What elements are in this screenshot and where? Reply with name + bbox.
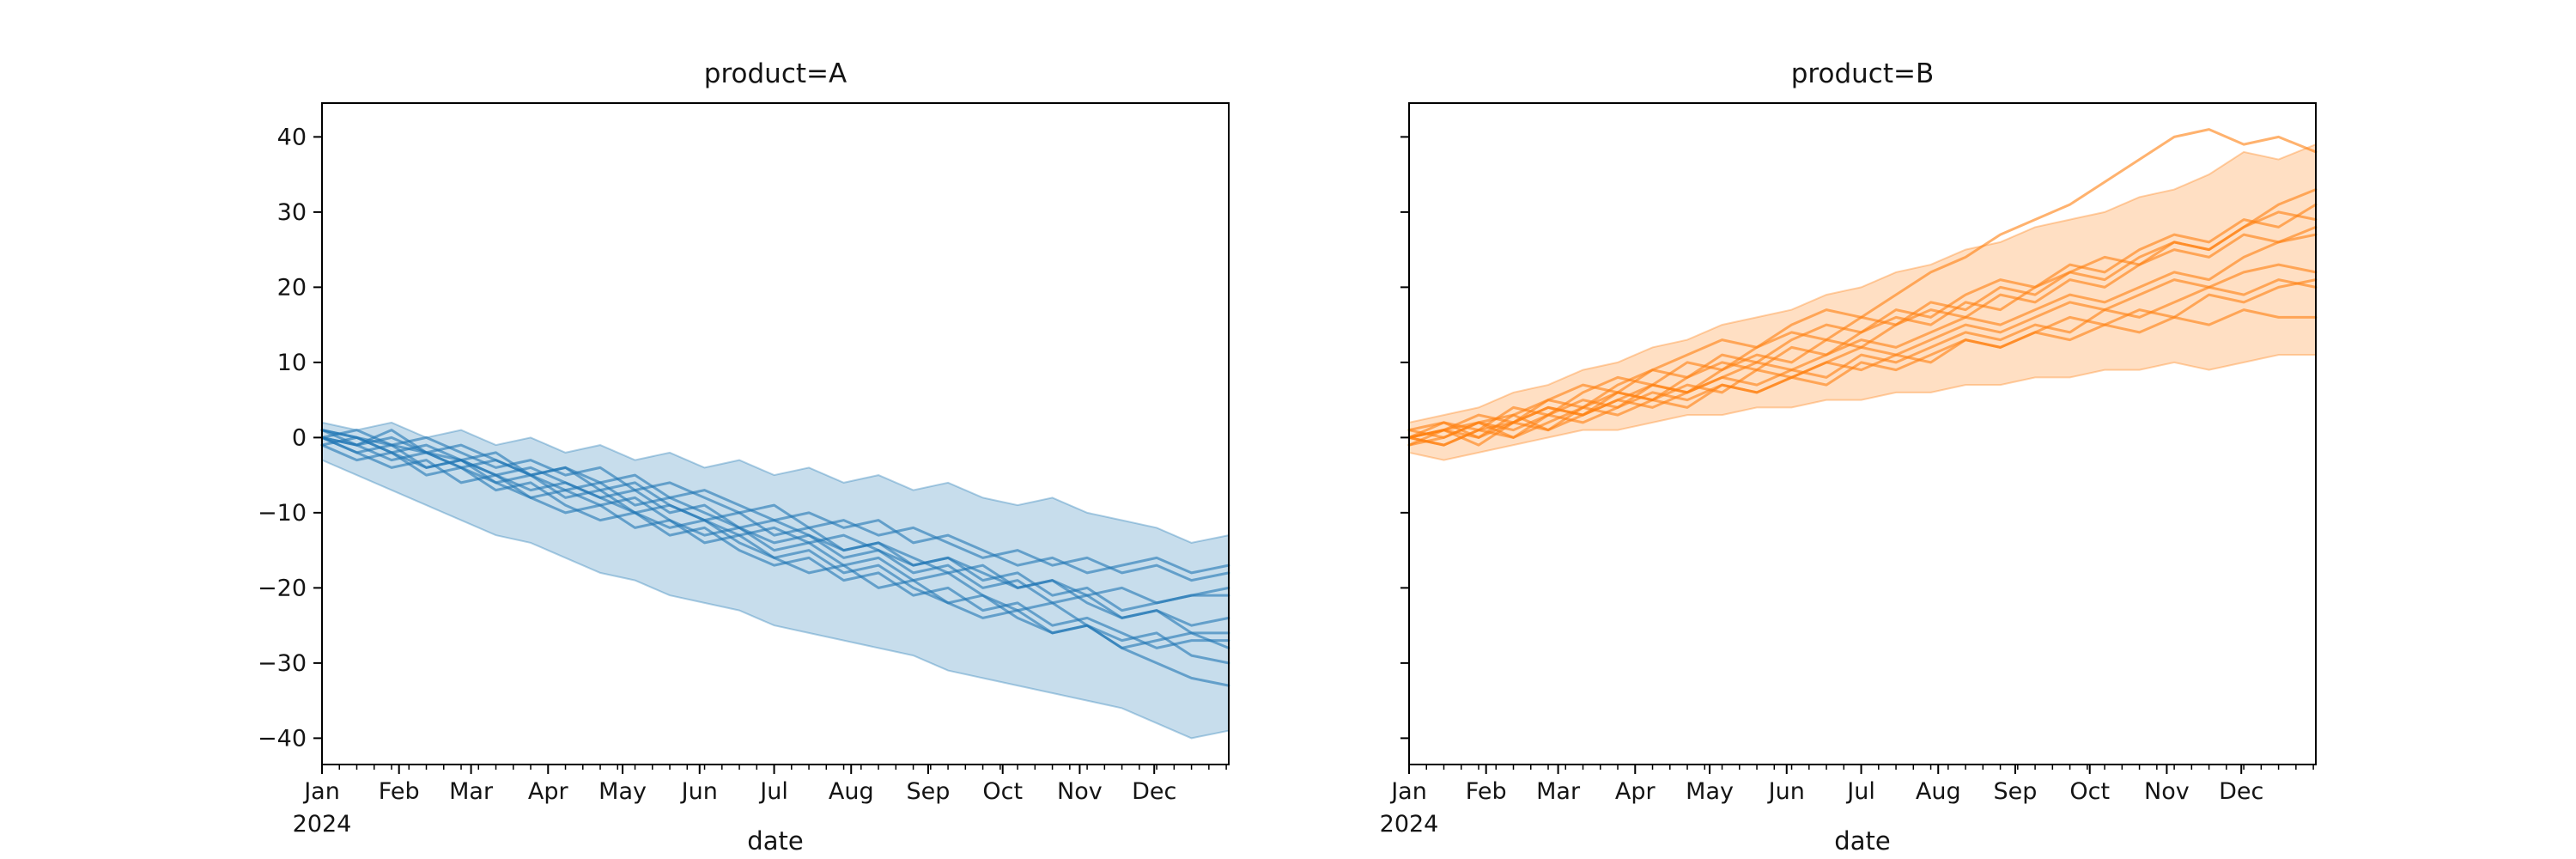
series-line-walk-3 (1407, 203, 2318, 439)
series-line-walk-4 (1407, 210, 2318, 439)
axes-spines (1408, 102, 2317, 765)
x-tick-label-month: Aug (1916, 778, 1961, 805)
x-tick-label-month: Sep (906, 778, 950, 805)
facet-title-product-a: product=A (703, 58, 848, 89)
x-tick-label-month: Mar (449, 778, 494, 805)
series-line-walk-8 (320, 436, 1230, 605)
x-tick-label-month: Feb (379, 778, 420, 805)
x-tick-label-month: Jul (1845, 778, 1875, 805)
x-tick-label-month: Jan (1389, 778, 1427, 805)
series-line-walk-2 (320, 436, 1230, 665)
x-tick-label-year: 2024 (293, 811, 352, 838)
x-tick-label-month: May (598, 778, 647, 805)
series-line-walk-9 (1407, 278, 2318, 447)
x-tick-label-month: Jul (758, 778, 788, 805)
x-axis-label-date-b: date (1834, 826, 1891, 856)
series-line-walk-9 (320, 429, 1230, 582)
facet-title-product-b: product=B (1790, 58, 1935, 89)
x-tick-label-month: Oct (982, 778, 1023, 805)
y-tick-label: 0 (292, 424, 307, 451)
x-tick-label-month: Jan (302, 778, 340, 805)
y-tick-label: −30 (258, 650, 307, 677)
facet-1: Jan 2024 Feb Mar Apr May Jun Jul Aug Sep Oct Nov Dec (1380, 102, 2318, 838)
band-region (1408, 143, 2317, 461)
series-line-walk-7 (1407, 263, 2318, 439)
facet-0: −40 −30 −20 −10 0 10 20 30 40 Jan 2024 Feb Mar Apr May… (258, 102, 1230, 838)
y-tick-label: 10 (277, 350, 307, 376)
x-tick-label-month: Sep (1993, 778, 2037, 805)
y-tick-label: 30 (277, 199, 307, 226)
series-line-walk-6 (1407, 233, 2318, 447)
x-tick-label-month: Jun (680, 778, 718, 805)
y-tick-label: 20 (277, 274, 307, 301)
x-tick-label-month: Feb (1466, 778, 1507, 805)
series-line-walk-10 (320, 429, 1230, 575)
x-tick-label-month: Nov (2144, 778, 2190, 805)
x-tick-label-month: Aug (829, 778, 874, 805)
x-axis-label-date-a: date (747, 826, 804, 856)
x-tick-label-month: Jun (1767, 778, 1805, 805)
x-tick-label-month: Apr (1615, 778, 1656, 805)
x-tick-label-month: Oct (2069, 778, 2110, 805)
y-tick-label: −40 (258, 725, 307, 752)
y-tick-label: 40 (277, 124, 307, 150)
axes-spines (321, 102, 1230, 765)
y-tick-label: −20 (258, 575, 307, 601)
y-tick-label: −10 (258, 500, 307, 527)
x-tick-label-year: 2024 (1380, 811, 1439, 838)
x-tick-label-month: Dec (1132, 778, 1176, 805)
x-tick-label-month: Nov (1057, 778, 1103, 805)
series-line-walk-4 (320, 443, 1230, 649)
series-line-walk-5 (320, 436, 1230, 649)
x-tick-label-month: Mar (1536, 778, 1581, 805)
x-tick-label-month: Apr (528, 778, 569, 805)
x-tick-label-month: May (1686, 778, 1734, 805)
x-tick-label-month: Dec (2219, 778, 2263, 805)
series-line-walk-10 (1407, 308, 2318, 439)
band-region (321, 421, 1230, 740)
